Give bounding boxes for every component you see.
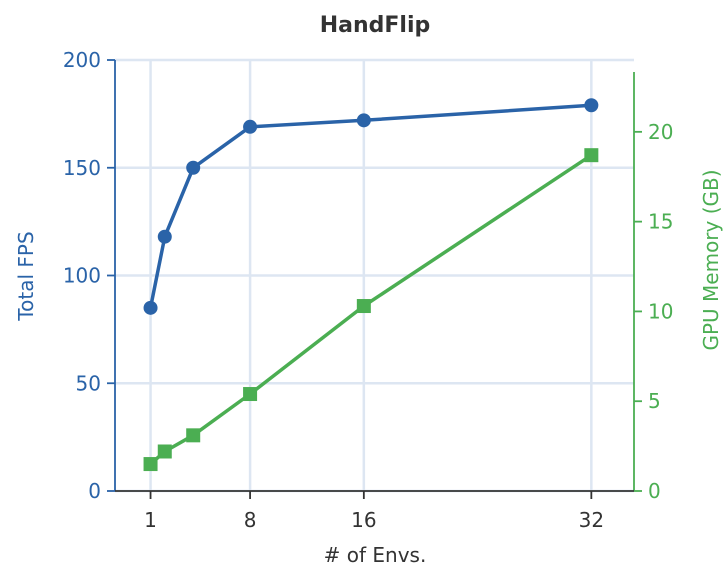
- right-tick-label: 5: [648, 389, 661, 413]
- left-tick-label: 50: [76, 371, 101, 395]
- total-fps-line: [148, 103, 592, 309]
- right-tick-label: 10: [648, 299, 673, 323]
- total-fps-point: [584, 98, 599, 113]
- x-tick-label: 1: [144, 508, 157, 532]
- x-tick-label: 32: [579, 508, 604, 532]
- right-tick-label: 15: [648, 210, 673, 234]
- gpu-memory-point: [186, 428, 201, 443]
- grid-layer: [115, 58, 634, 493]
- chart-title: HandFlip: [320, 13, 431, 38]
- left-tick-label: 200: [63, 48, 101, 72]
- right-tick-label: 20: [648, 120, 673, 144]
- total-fps-point: [356, 113, 371, 128]
- total-fps-point: [143, 300, 158, 315]
- gpu-memory-point: [157, 444, 172, 459]
- left-tick-label: 150: [63, 156, 101, 180]
- right-tick-label: 0: [648, 479, 661, 503]
- total-fps-point: [186, 160, 201, 175]
- gpu-memory-point: [143, 457, 158, 472]
- left-tick-label: 100: [63, 264, 101, 288]
- x-tick-label: 8: [244, 508, 257, 532]
- gpu-memory-line: [149, 153, 593, 466]
- left-tick-label: 0: [88, 479, 101, 503]
- series-layer: [143, 98, 599, 472]
- x-axis-label: # of Envs.: [324, 543, 427, 567]
- x-tick-label: 16: [351, 508, 376, 532]
- right-axis-label: GPU Memory (GB): [699, 169, 723, 350]
- gpu-memory-point: [584, 148, 599, 163]
- gpu-memory-point: [243, 387, 258, 402]
- total-fps-point: [157, 229, 172, 244]
- left-axis-label: Total FPS: [14, 231, 38, 321]
- gpu-memory-point: [356, 299, 371, 314]
- total-fps-point: [243, 119, 258, 134]
